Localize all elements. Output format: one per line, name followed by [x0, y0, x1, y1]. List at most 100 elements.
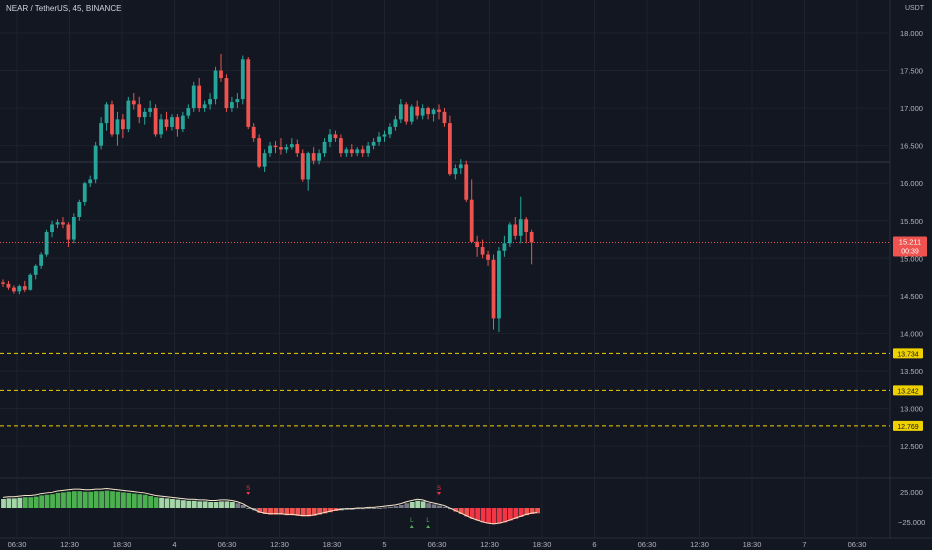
- candle-body[interactable]: [497, 250, 501, 319]
- candle-body[interactable]: [137, 104, 142, 118]
- candle-body[interactable]: [115, 119, 120, 135]
- candle-body[interactable]: [219, 70, 223, 79]
- candle-body[interactable]: [44, 232, 49, 255]
- candle-body[interactable]: [289, 144, 294, 148]
- candle-body[interactable]: [437, 109, 441, 112]
- candle-body[interactable]: [273, 145, 278, 148]
- candle-body[interactable]: [77, 201, 82, 217]
- candle-body[interactable]: [431, 109, 436, 115]
- candle-body[interactable]: [186, 108, 191, 116]
- candle-body[interactable]: [39, 254, 44, 266]
- candle-body[interactable]: [388, 126, 392, 135]
- candle-body[interactable]: [469, 199, 474, 242]
- candle-body[interactable]: [382, 134, 387, 137]
- candle-body[interactable]: [104, 104, 109, 124]
- candle-body[interactable]: [448, 123, 452, 175]
- candle-body[interactable]: [180, 115, 185, 130]
- symbol-title[interactable]: NEAR / TetherUS, 45, BINANCE: [6, 4, 122, 13]
- candle-body[interactable]: [262, 153, 267, 167]
- candle-body[interactable]: [257, 138, 262, 167]
- candle-body[interactable]: [224, 78, 229, 109]
- candle-body[interactable]: [529, 232, 534, 243]
- candle-body[interactable]: [6, 283, 11, 288]
- candle-body[interactable]: [377, 136, 381, 142]
- candle-body[interactable]: [61, 222, 65, 225]
- candle-body[interactable]: [148, 108, 153, 112]
- candle-body[interactable]: [371, 141, 376, 146]
- candle-body[interactable]: [349, 149, 354, 154]
- candle-body[interactable]: [153, 108, 158, 135]
- candle-body[interactable]: [240, 59, 245, 100]
- candle-body[interactable]: [360, 149, 365, 154]
- candle-body[interactable]: [502, 243, 507, 251]
- candle-body[interactable]: [420, 108, 425, 116]
- candle-body[interactable]: [1, 282, 5, 284]
- candle-body[interactable]: [279, 147, 283, 150]
- candle-body[interactable]: [142, 111, 147, 118]
- candle-body[interactable]: [50, 224, 54, 233]
- candle-body[interactable]: [17, 286, 22, 292]
- candle-body[interactable]: [475, 241, 480, 248]
- candle-body[interactable]: [311, 153, 316, 161]
- candle-body[interactable]: [191, 85, 196, 109]
- candle-body[interactable]: [300, 153, 305, 180]
- candles[interactable]: [1, 54, 534, 332]
- candle-body[interactable]: [175, 117, 180, 130]
- candle-body[interactable]: [333, 134, 338, 139]
- candle-body[interactable]: [110, 104, 114, 135]
- candle-body[interactable]: [22, 286, 27, 290]
- candle-body[interactable]: [99, 123, 103, 146]
- candle-body[interactable]: [164, 119, 169, 127]
- candle-body[interactable]: [491, 259, 496, 319]
- candle-body[interactable]: [393, 119, 398, 127]
- candle-body[interactable]: [12, 287, 16, 292]
- candle-body[interactable]: [251, 126, 256, 139]
- candle-body[interactable]: [284, 147, 289, 150]
- candle-body[interactable]: [317, 153, 321, 161]
- candle-body[interactable]: [121, 119, 125, 130]
- candle-body[interactable]: [513, 224, 518, 236]
- candle-body[interactable]: [404, 104, 409, 122]
- candle-body[interactable]: [409, 106, 414, 122]
- candle-body[interactable]: [202, 104, 207, 109]
- candle-body[interactable]: [131, 100, 136, 105]
- candle-body[interactable]: [458, 164, 463, 169]
- candle-body[interactable]: [170, 117, 174, 127]
- candle-body[interactable]: [268, 145, 272, 154]
- candle-body[interactable]: [322, 141, 327, 154]
- candle-body[interactable]: [208, 99, 212, 105]
- candle-body[interactable]: [339, 138, 343, 154]
- candle-body[interactable]: [235, 99, 240, 103]
- candle-body[interactable]: [295, 144, 300, 154]
- candle-body[interactable]: [28, 274, 33, 290]
- candle-body[interactable]: [486, 254, 490, 260]
- candle-body[interactable]: [88, 179, 93, 184]
- candle-body[interactable]: [55, 222, 60, 225]
- candle-body[interactable]: [93, 145, 98, 180]
- candle-body[interactable]: [442, 111, 447, 124]
- candle-body[interactable]: [126, 100, 131, 130]
- candle-body[interactable]: [197, 85, 202, 109]
- candle-body[interactable]: [518, 219, 523, 236]
- candle-body[interactable]: [306, 153, 311, 180]
- candle-body[interactable]: [464, 164, 469, 200]
- candle-body[interactable]: [415, 106, 420, 116]
- candle-body[interactable]: [398, 104, 403, 120]
- candle-body[interactable]: [366, 145, 371, 154]
- candle-body[interactable]: [82, 183, 87, 202]
- candle-body[interactable]: [524, 219, 529, 233]
- candle-body[interactable]: [230, 102, 234, 109]
- candle-body[interactable]: [159, 119, 163, 135]
- candle-body[interactable]: [33, 265, 38, 275]
- candle-body[interactable]: [66, 224, 71, 240]
- candle-body[interactable]: [71, 216, 76, 240]
- candle-body[interactable]: [355, 149, 360, 154]
- candle-body[interactable]: [328, 134, 332, 142]
- candle-body[interactable]: [344, 149, 349, 154]
- candle-body[interactable]: [507, 224, 512, 244]
- currency-label[interactable]: USDT: [904, 5, 924, 12]
- candle-body[interactable]: [426, 108, 430, 115]
- candle-body[interactable]: [213, 70, 218, 100]
- candle-body[interactable]: [480, 247, 485, 255]
